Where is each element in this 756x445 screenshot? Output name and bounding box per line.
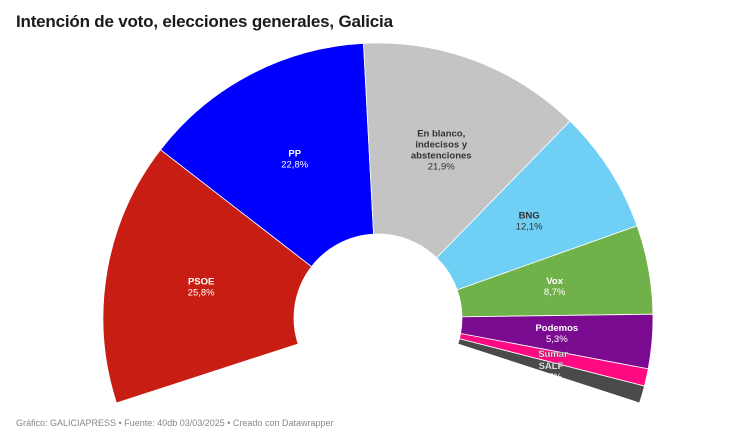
slice-psoe	[102, 149, 313, 404]
svg-text:8,7%: 8,7%	[544, 287, 566, 298]
label-sumar: Sumar	[538, 349, 568, 360]
svg-text:1,7%: 1,7%	[540, 372, 562, 383]
svg-text:22,8%: 22,8%	[281, 159, 308, 170]
svg-text:PSOE: PSOE	[188, 277, 214, 288]
chart-title: Intención de voto, elecciones generales,…	[16, 12, 393, 31]
svg-text:Sumar: Sumar	[538, 349, 568, 360]
svg-text:En blanco,: En blanco,	[417, 129, 465, 140]
svg-text:abstenciones: abstenciones	[411, 151, 472, 162]
svg-text:Vox: Vox	[546, 276, 563, 287]
svg-text:BNG: BNG	[519, 211, 540, 222]
svg-text:12,1%: 12,1%	[516, 222, 543, 233]
svg-text:25,8%: 25,8%	[188, 288, 215, 299]
svg-text:indecisos y: indecisos y	[415, 140, 467, 151]
slice-pp	[159, 42, 374, 268]
chart-slices	[102, 42, 654, 404]
svg-text:Podemos: Podemos	[535, 323, 578, 334]
svg-text:5,3%: 5,3%	[546, 334, 568, 345]
svg-text:SALF: SALF	[539, 361, 564, 372]
slice-salf	[457, 338, 645, 404]
slice-en	[363, 42, 571, 259]
chart-footer: Gráfico: GALICIAPRESS • Fuente: 40db 03/…	[16, 418, 334, 428]
svg-text:PP: PP	[288, 148, 301, 159]
svg-text:21,9%: 21,9%	[428, 162, 455, 173]
